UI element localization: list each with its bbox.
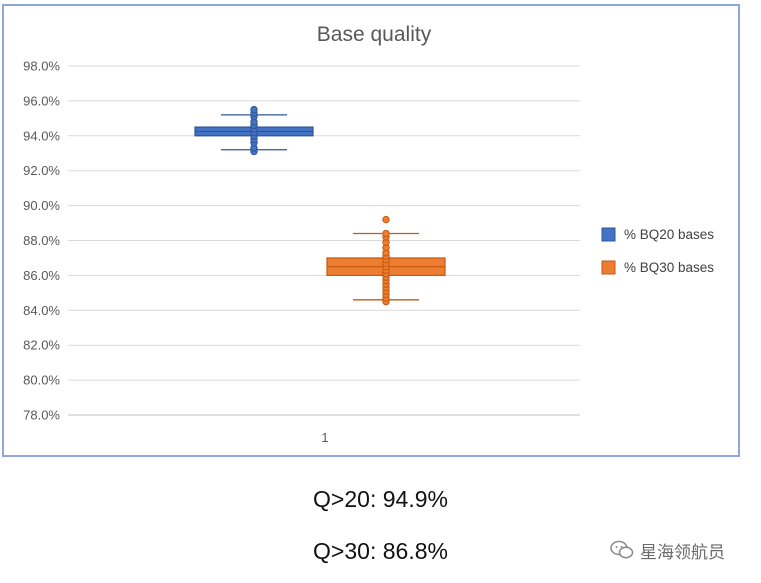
- y-tick-label: 98.0%: [23, 59, 60, 74]
- legend-swatch: [601, 227, 616, 242]
- legend: % BQ20 bases % BQ30 bases: [601, 227, 714, 275]
- watermark-text: 星海领航员: [640, 542, 725, 563]
- box-series: [194, 105, 446, 306]
- y-axis-tick-labels: 78.0% 80.0% 82.0% 84.0% 86.0% 88.0% 90.0% 92.0%…: [23, 59, 60, 423]
- y-tick-label: 78.0%: [23, 408, 60, 423]
- y-tick-label: 94.0%: [23, 128, 60, 143]
- legend-item-bq20: % BQ20 bases: [601, 227, 714, 242]
- wechat-icon: [610, 540, 634, 559]
- q30-caption: Q>30: 86.8%: [313, 538, 448, 564]
- legend-label: % BQ30 bases: [624, 260, 714, 275]
- y-tick-label: 96.0%: [23, 93, 60, 108]
- y-tick-label: 82.0%: [23, 338, 60, 353]
- q20-caption: Q>20: 94.9%: [313, 486, 448, 512]
- y-tick-label: 86.0%: [23, 268, 60, 283]
- legend-label: % BQ20 bases: [624, 227, 714, 242]
- chart-title: Base quality: [317, 23, 432, 46]
- y-tick-label: 80.0%: [23, 373, 60, 388]
- data-point: [382, 215, 390, 224]
- data-point: [382, 229, 390, 238]
- legend-swatch: [601, 260, 616, 275]
- y-tick-label: 88.0%: [23, 233, 60, 248]
- y-tick-label: 84.0%: [23, 303, 60, 318]
- box-plot-chart: Base quality 78.0% 80.0% 82.0% 84.0% 86.0% 88…: [23, 23, 714, 445]
- legend-item-bq30: % BQ30 bases: [601, 260, 714, 275]
- y-tick-label: 92.0%: [23, 163, 60, 178]
- box-bq30: [326, 215, 446, 306]
- chart-frame: Base quality 78.0% 80.0% 82.0% 84.0% 86.0% 88…: [2, 4, 740, 457]
- data-point: [250, 105, 258, 114]
- box-bq20: [194, 105, 314, 156]
- watermark: 星海领航员: [610, 537, 725, 563]
- y-tick-label: 90.0%: [23, 198, 60, 213]
- gridlines: [68, 65, 580, 416]
- x-axis-tick-label: 1: [321, 430, 328, 445]
